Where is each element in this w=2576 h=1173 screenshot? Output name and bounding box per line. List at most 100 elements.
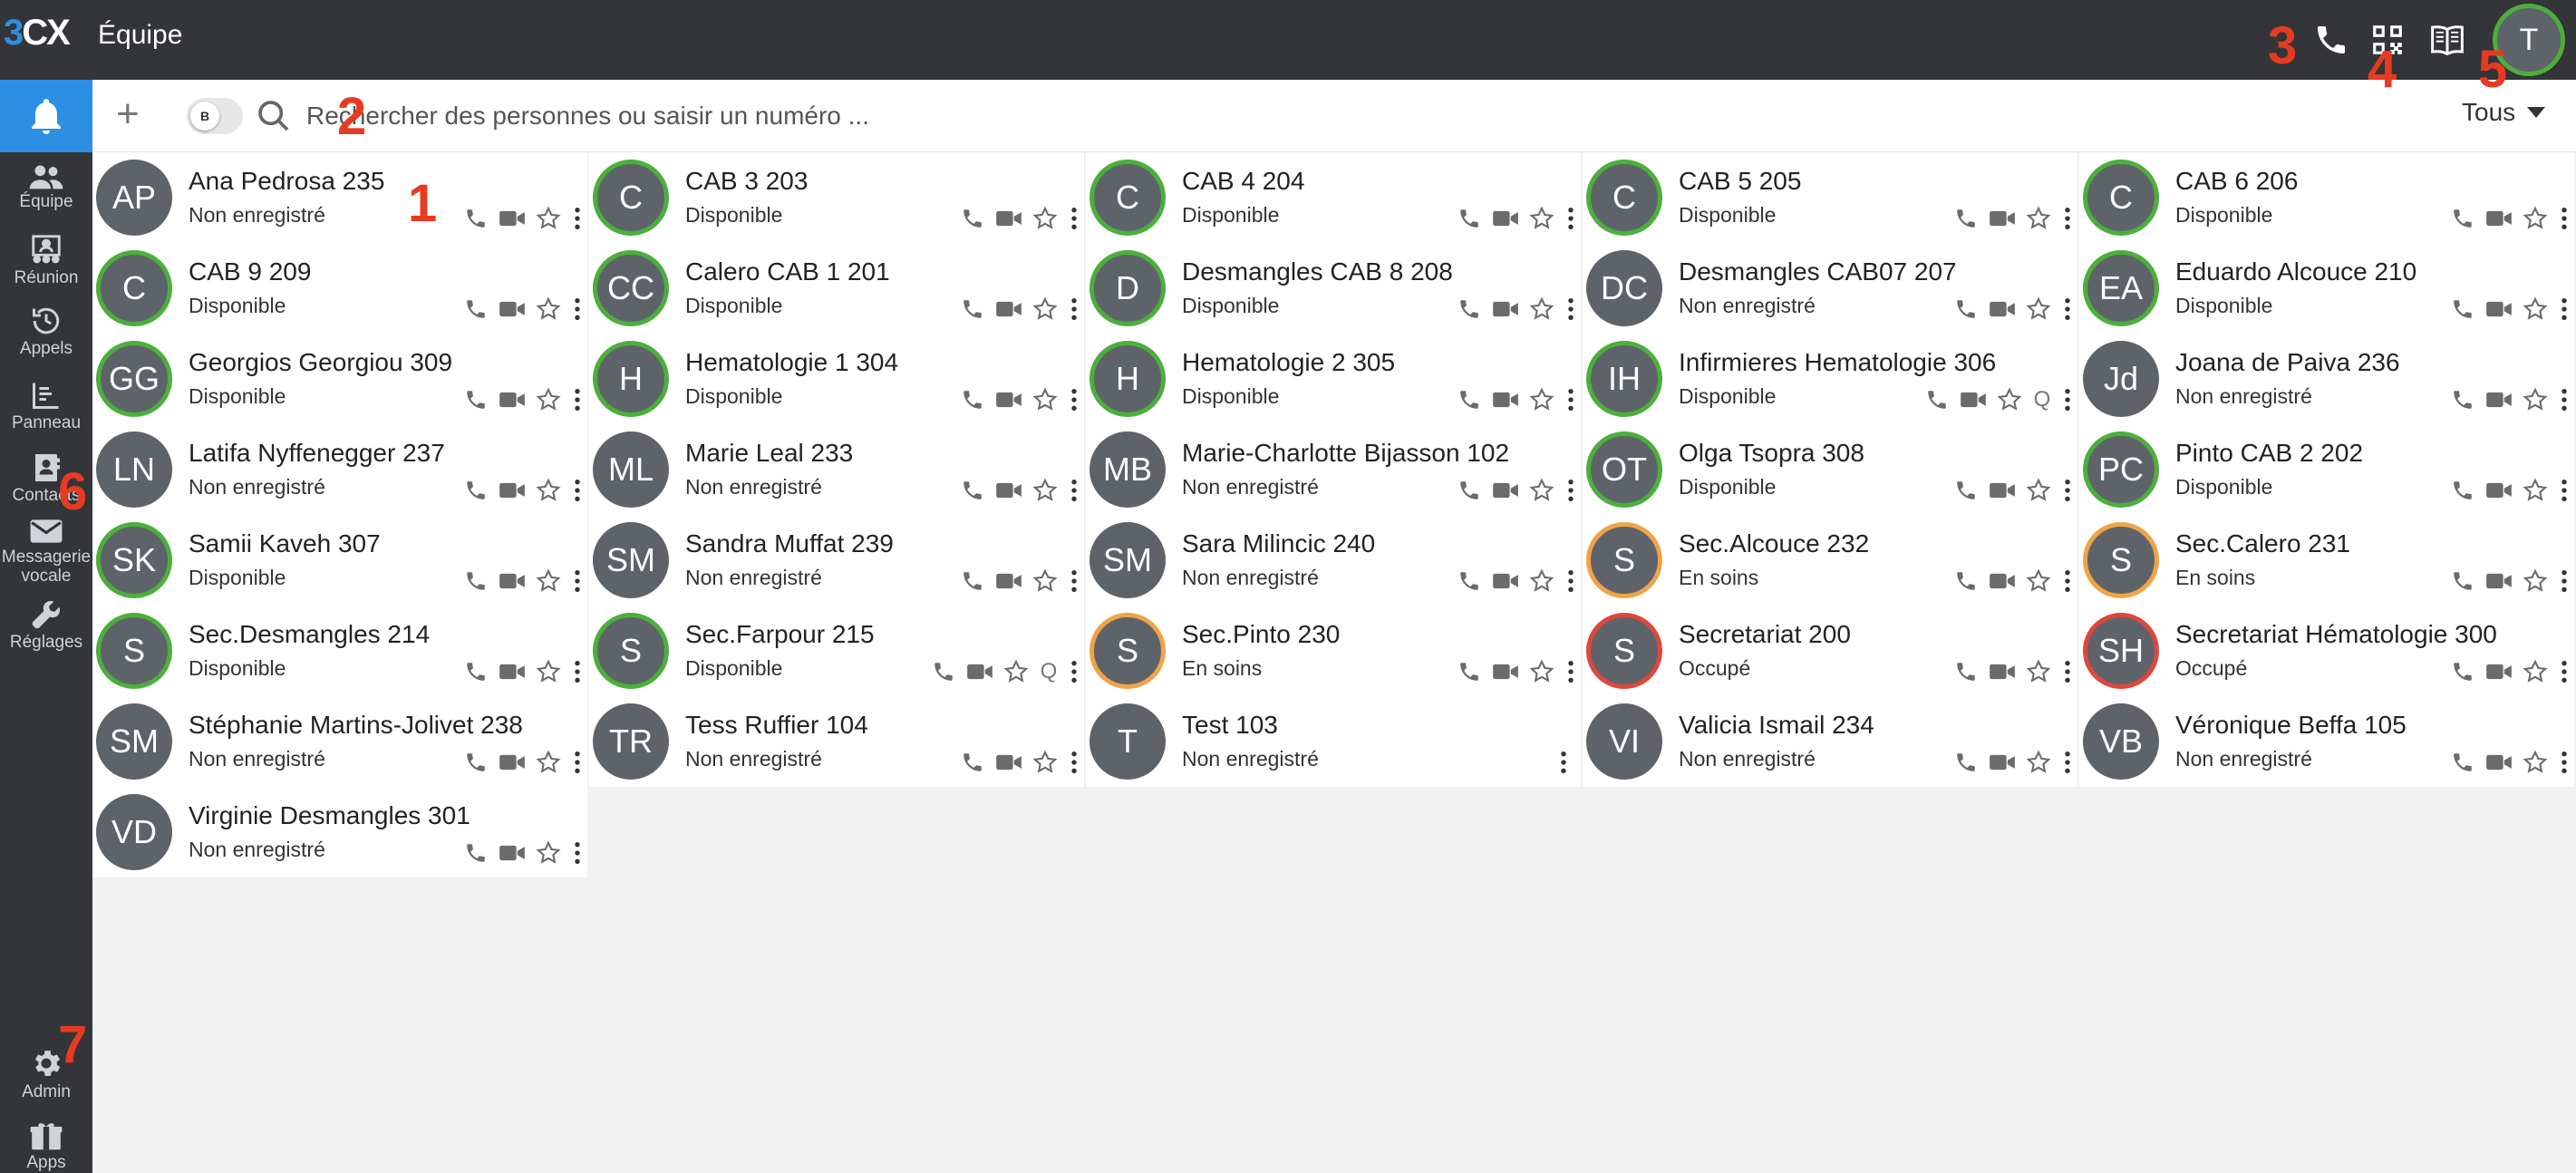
more-menu-icon[interactable] — [1564, 205, 1577, 232]
video-icon[interactable] — [2485, 477, 2513, 504]
sidebar-item-admin[interactable]: Admin — [0, 1046, 92, 1101]
video-icon[interactable] — [1989, 296, 2016, 323]
video-icon[interactable] — [1492, 296, 1519, 323]
call-icon[interactable] — [1952, 749, 1980, 776]
call-icon[interactable] — [2449, 658, 2476, 685]
more-menu-icon[interactable] — [2558, 205, 2571, 232]
favorite-star-icon[interactable] — [2025, 477, 2052, 504]
video-icon[interactable] — [1492, 386, 1519, 413]
video-icon[interactable] — [2485, 567, 2513, 595]
contact-avatar[interactable]: LN — [96, 431, 172, 508]
call-icon[interactable] — [1456, 477, 1483, 504]
contact-card[interactable]: C CAB 6 206 Disponible — [2079, 152, 2574, 243]
contact-card[interactable]: D Desmangles CAB 8 208 Disponible — [1086, 243, 1581, 334]
contact-avatar[interactable]: DC — [1586, 250, 1662, 326]
favorite-star-icon[interactable] — [2522, 567, 2549, 595]
favorite-star-icon[interactable] — [1528, 296, 1555, 323]
contact-card[interactable]: VB Véronique Beffa 105 Non enregistré — [2079, 696, 2574, 787]
more-menu-icon[interactable] — [2061, 749, 2074, 776]
contact-avatar[interactable]: MB — [1089, 431, 1166, 508]
call-icon[interactable] — [959, 477, 986, 504]
favorite-star-icon[interactable] — [2522, 749, 2549, 776]
contact-avatar[interactable]: PC — [2083, 431, 2159, 508]
contact-avatar[interactable]: S — [2083, 522, 2159, 598]
contact-card[interactable]: SM Sara Milincic 240 Non enregistré — [1086, 515, 1581, 606]
contact-card[interactable]: S Sec.Calero 231 En soins — [2079, 515, 2574, 606]
video-icon[interactable] — [995, 749, 1022, 776]
contact-card[interactable]: C CAB 4 204 Disponible — [1086, 152, 1581, 243]
video-icon[interactable] — [1492, 477, 1519, 504]
user-avatar[interactable]: T — [2493, 4, 2565, 76]
favorite-star-icon[interactable] — [1031, 296, 1059, 323]
more-menu-icon[interactable] — [1550, 749, 1577, 776]
call-icon[interactable] — [462, 477, 489, 504]
contact-avatar[interactable]: S — [96, 613, 172, 689]
more-menu-icon[interactable] — [1564, 567, 1577, 595]
video-icon[interactable] — [499, 296, 526, 323]
more-menu-icon[interactable] — [1564, 658, 1577, 685]
favorite-star-icon[interactable] — [1031, 205, 1059, 232]
more-menu-icon[interactable] — [1068, 205, 1080, 232]
contact-avatar[interactable]: TR — [593, 703, 669, 780]
contact-card[interactable]: H Hematologie 2 305 Disponible — [1086, 334, 1581, 424]
sidebar-item-meeting[interactable]: Réunion — [0, 232, 92, 287]
video-icon[interactable] — [1960, 386, 1987, 413]
contact-card[interactable]: Jd Joana de Paiva 236 Non enregistré — [2079, 334, 2574, 424]
more-menu-icon[interactable] — [2558, 658, 2571, 685]
contact-avatar[interactable]: SM — [1089, 522, 1166, 598]
contact-avatar[interactable]: C — [1089, 160, 1166, 236]
favorite-star-icon[interactable] — [1031, 477, 1059, 504]
more-menu-icon[interactable] — [571, 477, 584, 504]
video-icon[interactable] — [2485, 386, 2513, 413]
contact-avatar[interactable]: S — [1089, 613, 1166, 689]
call-icon[interactable] — [959, 567, 986, 595]
sidebar-item-apps[interactable]: Apps — [0, 1122, 92, 1172]
video-icon[interactable] — [966, 658, 993, 685]
more-menu-icon[interactable] — [1068, 386, 1080, 413]
video-icon[interactable] — [499, 205, 526, 232]
book-icon[interactable] — [2426, 18, 2469, 62]
call-icon[interactable] — [1456, 658, 1483, 685]
favorite-star-icon[interactable] — [535, 567, 562, 595]
contact-avatar[interactable]: T — [1089, 703, 1166, 780]
video-icon[interactable] — [2485, 205, 2513, 232]
contact-card[interactable]: SH Secretariat Hématologie 300 Occupé — [2079, 606, 2574, 696]
more-menu-icon[interactable] — [1068, 296, 1080, 323]
call-icon[interactable] — [2449, 205, 2476, 232]
more-menu-icon[interactable] — [2061, 567, 2074, 595]
contact-avatar[interactable]: AP — [96, 160, 172, 236]
contact-card[interactable]: H Hematologie 1 304 Disponible — [589, 334, 1084, 424]
contact-avatar[interactable]: H — [593, 341, 669, 417]
favorite-star-icon[interactable] — [2522, 296, 2549, 323]
contact-avatar[interactable]: IH — [1586, 341, 1662, 417]
contact-card[interactable]: SK Samii Kaveh 307 Disponible — [92, 515, 587, 606]
contact-avatar[interactable]: S — [593, 613, 669, 689]
favorite-star-icon[interactable] — [2522, 658, 2549, 685]
toggle-switch[interactable]: B — [187, 98, 243, 134]
logo[interactable]: 3CX — [4, 13, 71, 53]
contact-card[interactable]: LN Latifa Nyffenegger 237 Non enregistré — [92, 424, 587, 515]
sidebar-item-team[interactable]: Équipe — [0, 163, 92, 211]
contact-avatar[interactable]: VD — [96, 794, 172, 870]
sidebar-item-panel[interactable]: Panneau — [0, 379, 92, 432]
sidebar-item-calls[interactable]: Appels — [0, 305, 92, 358]
favorite-star-icon[interactable] — [1528, 567, 1555, 595]
favorite-star-icon[interactable] — [1031, 386, 1059, 413]
call-icon[interactable] — [462, 296, 489, 323]
call-icon[interactable] — [1456, 567, 1483, 595]
more-menu-icon[interactable] — [571, 749, 584, 776]
video-icon[interactable] — [1989, 749, 2016, 776]
favorite-star-icon[interactable] — [1996, 386, 2023, 413]
video-icon[interactable] — [1989, 658, 2016, 685]
contact-avatar[interactable]: C — [2083, 160, 2159, 236]
contact-card[interactable]: S Sec.Desmangles 214 Disponible — [92, 606, 587, 696]
contact-card[interactable]: C CAB 3 203 Disponible — [589, 152, 1084, 243]
phone-icon[interactable] — [2310, 18, 2353, 62]
contact-avatar[interactable]: CC — [593, 250, 669, 326]
favorite-star-icon[interactable] — [2025, 749, 2052, 776]
favorite-star-icon[interactable] — [2522, 386, 2549, 413]
video-icon[interactable] — [499, 839, 526, 867]
more-menu-icon[interactable] — [2558, 296, 2571, 323]
call-icon[interactable] — [1952, 296, 1980, 323]
more-menu-icon[interactable] — [2061, 386, 2074, 413]
